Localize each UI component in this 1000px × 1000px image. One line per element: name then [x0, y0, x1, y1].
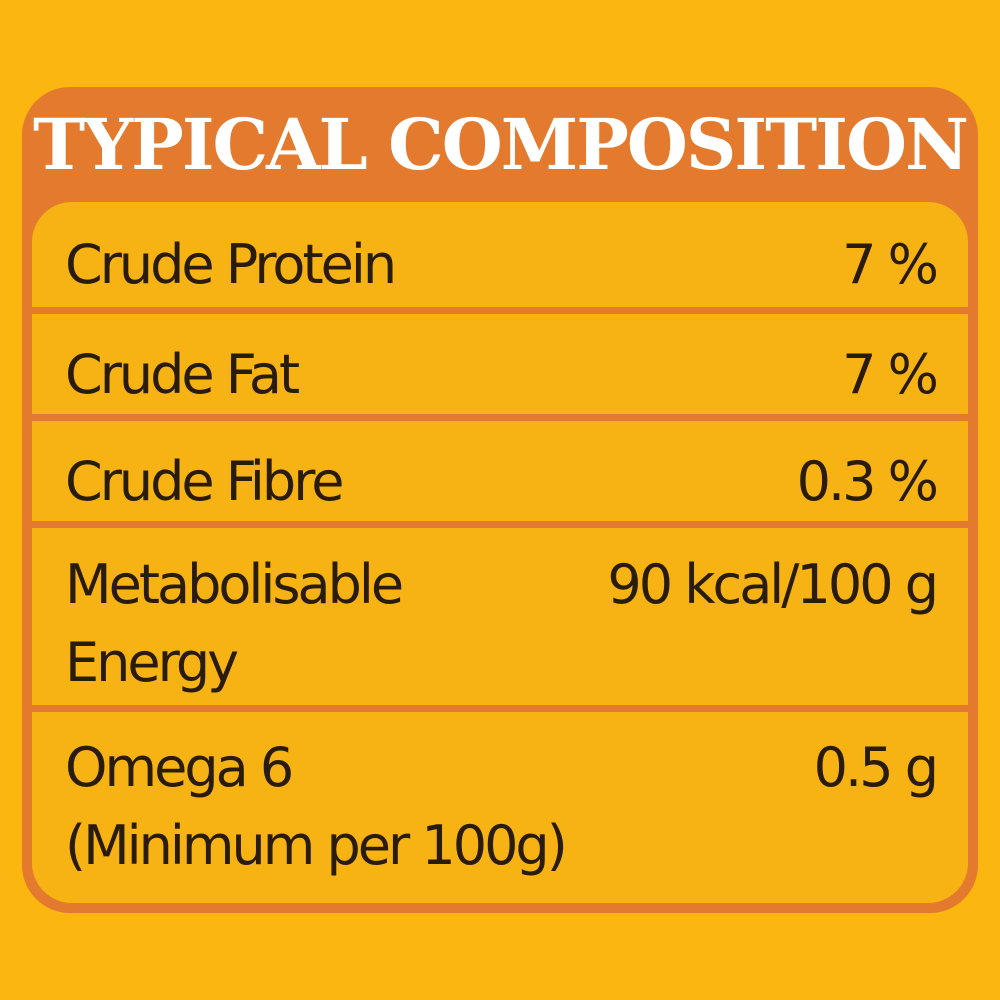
row-value: 7 %: [842, 343, 939, 406]
row-label-line: Crude Fibre: [65, 450, 344, 513]
row-label: Crude Fibre: [65, 443, 344, 521]
row-label: Omega 6 (Minimum per 100g): [65, 729, 568, 885]
row-label-line: Omega 6: [65, 736, 294, 799]
row-value: 7 %: [842, 233, 939, 296]
row-label: Metabolisable Energy: [65, 546, 404, 702]
row-label-line: Metabolisable: [65, 553, 404, 616]
panel-title: TYPICAL COMPOSITION: [33, 103, 969, 186]
table-row-crude-protein: Crude Protein 7 %: [32, 202, 968, 314]
row-label: Crude Fat: [65, 336, 300, 414]
table-row-crude-fat: Crude Fat 7 %: [32, 314, 968, 421]
row-label-line: Energy: [65, 631, 239, 694]
row-label-line: Crude Protein: [65, 233, 397, 296]
row-value: 0.5 g: [813, 736, 939, 799]
composition-table: Crude Protein 7 % Crude Fat 7 % Crude Fi…: [32, 202, 968, 903]
table-row-crude-fibre: Crude Fibre 0.3 %: [32, 421, 968, 528]
table-row-omega-6: Omega 6 (Minimum per 100g) 0.5 g: [32, 712, 968, 903]
row-label-line: Crude Fat: [65, 343, 300, 406]
row-label-line: (Minimum per 100g): [65, 814, 568, 877]
row-value: 90 kcal/100 g: [607, 553, 939, 616]
row-label: Crude Protein: [65, 226, 397, 304]
table-row-metabolisable-energy: Metabolisable Energy 90 kcal/100 g: [32, 528, 968, 712]
composition-panel: TYPICAL COMPOSITION Crude Protein 7 % Cr…: [22, 87, 978, 913]
row-value: 0.3 %: [796, 450, 939, 513]
